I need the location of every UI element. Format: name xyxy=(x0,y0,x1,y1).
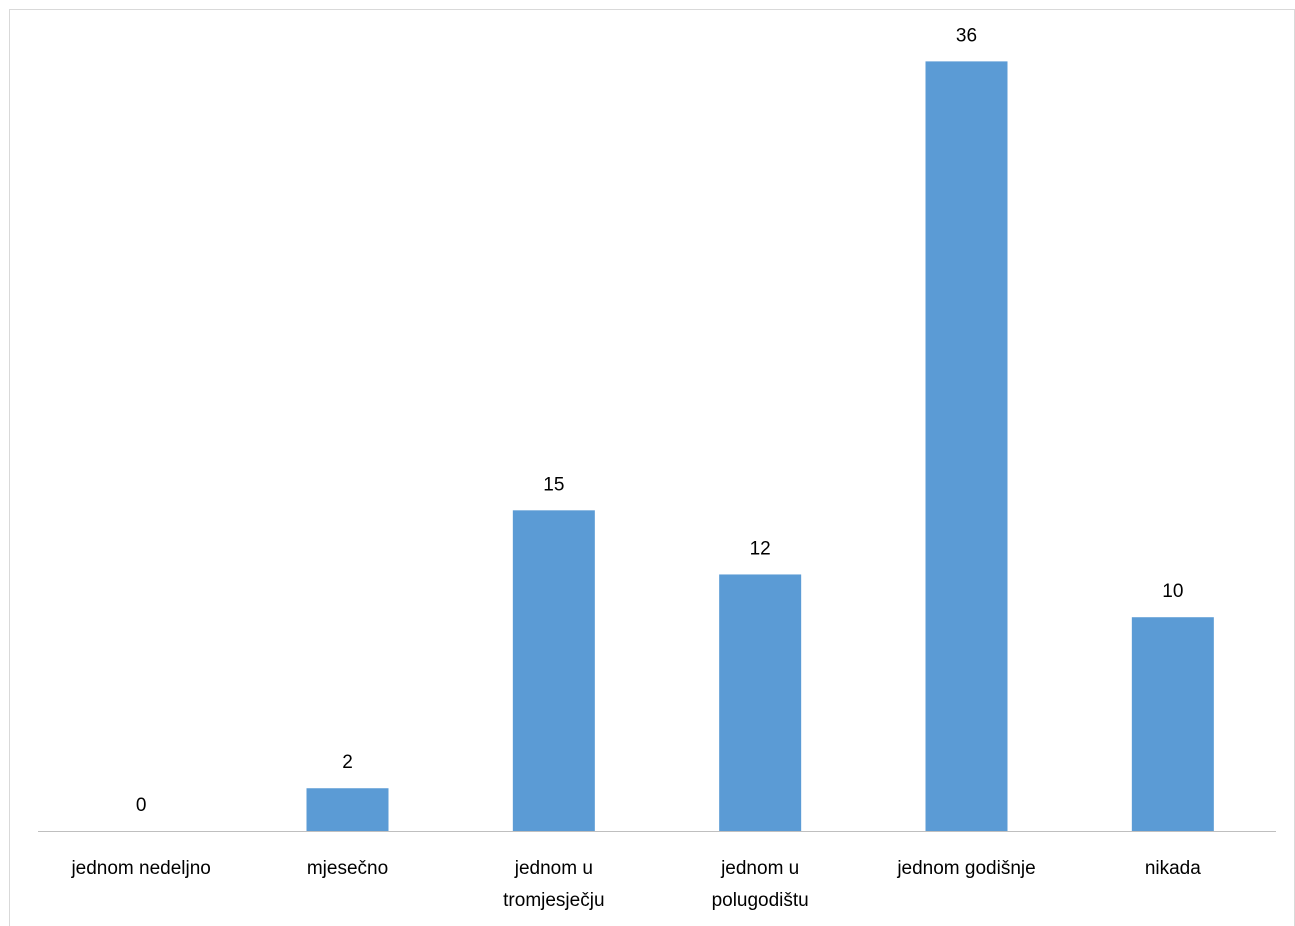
x-tick-label-5: nikada xyxy=(1145,858,1201,879)
data-label-3: 12 xyxy=(750,538,771,559)
x-tick-label-0: jednom nedeljno xyxy=(70,858,210,879)
x-tick-label-line: jednom nedeljno xyxy=(70,858,210,879)
bar-4 xyxy=(925,61,1008,831)
x-tick-label-line: nikada xyxy=(1145,858,1201,879)
x-tick-label-line: jednom u xyxy=(514,858,593,879)
x-tick-labels-layer: jednom nedeljno mjesečno jednom u tromjesje… xyxy=(70,858,1201,911)
data-label-4: 36 xyxy=(956,25,977,46)
x-tick-label-line: mjesečno xyxy=(307,858,388,879)
x-tick-label-1: mjesečno xyxy=(307,858,388,879)
bars-layer xyxy=(306,61,1214,831)
x-tick-label-4: jednom godišnje xyxy=(896,858,1035,879)
bar-1 xyxy=(306,788,389,831)
x-tick-label-line: jednom u xyxy=(720,858,799,879)
bar-5 xyxy=(1131,617,1214,831)
bar-3 xyxy=(719,574,802,831)
x-tick-label-line: tromjesječju xyxy=(503,890,604,911)
x-tick-label-3: jednom u polugodištu xyxy=(712,858,809,911)
data-label-1: 2 xyxy=(342,752,353,773)
data-label-5: 10 xyxy=(1162,581,1183,602)
data-label-0: 0 xyxy=(136,795,147,816)
x-tick-label-line: polugodištu xyxy=(712,890,809,911)
x-tick-label-line: jednom godišnje xyxy=(896,858,1035,879)
data-label-2: 15 xyxy=(543,474,564,495)
x-tick-label-2: jednom u tromjesječju xyxy=(503,858,604,911)
bar-2 xyxy=(512,510,595,831)
data-labels-layer: 0 2 15 12 36 10 xyxy=(136,25,1184,816)
